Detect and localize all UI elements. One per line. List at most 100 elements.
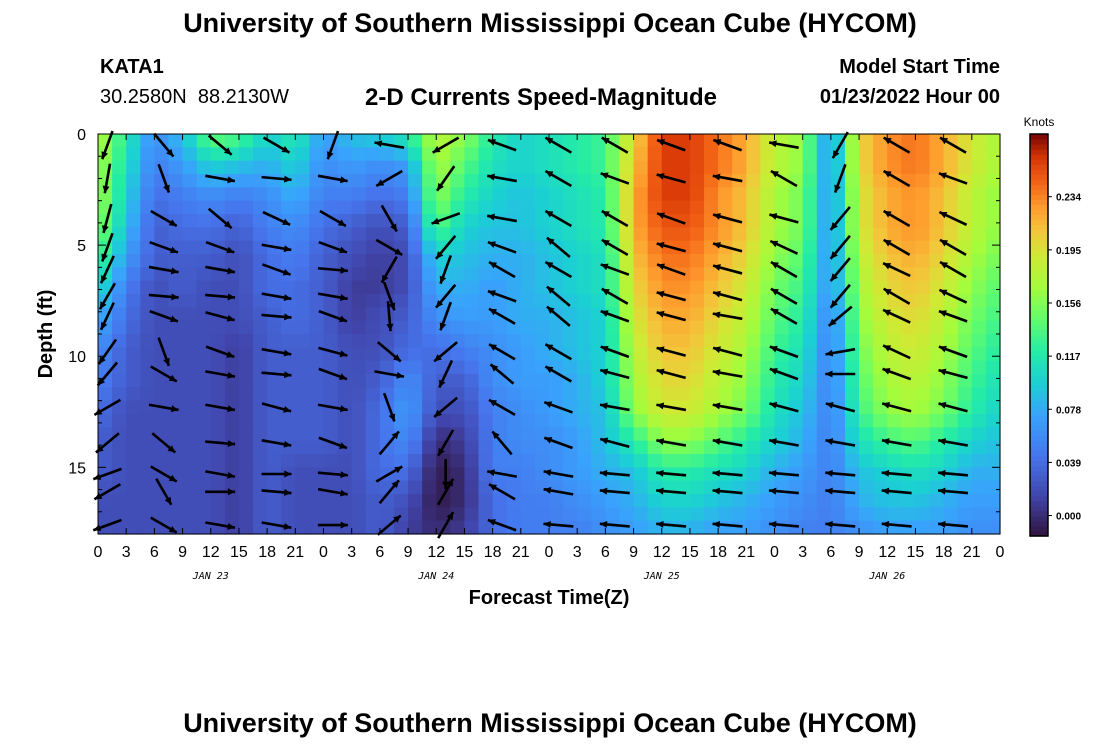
heatmap-cell [929, 427, 945, 442]
heatmap-cell [506, 187, 522, 202]
heatmap-cell [450, 427, 466, 442]
colorbar-band [1030, 254, 1048, 261]
heatmap-cell [520, 214, 536, 228]
heatmap-cell [295, 414, 311, 428]
heatmap-cell [971, 347, 987, 362]
arrow-head [388, 302, 396, 311]
heatmap-cell [788, 440, 804, 455]
heatmap-cell [337, 280, 353, 295]
current-arrow [326, 130, 340, 160]
heatmap-cell [732, 160, 747, 175]
current-arrow [488, 260, 516, 279]
x-tick-label: 9 [404, 544, 413, 561]
heatmap-cell [408, 267, 423, 282]
heatmap-cell [689, 467, 705, 482]
heatmap-cell [351, 187, 367, 202]
heatmap-cell [478, 307, 494, 322]
heatmap-cell [577, 160, 592, 175]
heatmap-cell [224, 320, 240, 335]
heatmap-cell [816, 427, 832, 442]
heatmap-cell [619, 414, 635, 428]
heatmap-cell [112, 494, 127, 508]
heatmap-cell [393, 294, 409, 308]
heatmap-cell [182, 494, 198, 508]
heatmap-cell [464, 427, 480, 442]
heatmap-cell [816, 307, 832, 322]
heatmap-cell [436, 200, 451, 215]
arrow-head [386, 323, 394, 332]
colorbar-band [1030, 395, 1048, 401]
heatmap-cell [506, 307, 522, 322]
heatmap-cell [788, 147, 804, 162]
current-arrow [600, 309, 630, 323]
current-arrow [881, 520, 912, 528]
heatmap-cell [774, 374, 790, 388]
current-arrow [829, 283, 851, 309]
current-arrow [601, 238, 629, 256]
arrow-head [939, 289, 948, 297]
arrow-head [544, 401, 553, 408]
x-tick-label: 21 [286, 544, 304, 561]
arrow-head [99, 301, 107, 310]
heatmap-cell [929, 454, 945, 468]
heatmap-cell [196, 294, 212, 308]
current-arrow [769, 213, 799, 224]
current-arrow [544, 260, 573, 279]
heatmap-cell [971, 427, 987, 442]
x-tick-label: 6 [826, 544, 835, 561]
colorbar-band [1030, 164, 1048, 170]
heatmap-cell [492, 414, 508, 428]
heatmap-cell [126, 454, 141, 468]
heatmap-cell [281, 427, 296, 442]
heatmap-cell [520, 520, 536, 535]
heatmap-cell [534, 320, 550, 335]
arrow-head [770, 240, 779, 248]
x-tick-label: 15 [230, 544, 248, 561]
current-arrow [768, 520, 799, 528]
current-arrow [261, 313, 292, 321]
current-arrow [656, 346, 686, 357]
heatmap-cell [112, 414, 127, 428]
current-arrow [318, 367, 348, 381]
heatmap-cell [112, 454, 127, 468]
current-arrow [600, 172, 630, 185]
heatmap-cell [605, 507, 621, 522]
arrow-head [381, 274, 389, 283]
heatmap-cell [591, 267, 606, 282]
heatmap-cell [309, 294, 325, 308]
heatmap-cell [957, 307, 973, 322]
current-arrow [375, 465, 403, 483]
heatmap-cell [605, 334, 621, 348]
heatmap-cell [887, 160, 902, 175]
current-arrow [937, 469, 969, 477]
current-arrow [207, 134, 233, 156]
current-arrow [937, 487, 969, 495]
heatmap-cell [393, 187, 409, 202]
heatmap-cell [492, 160, 508, 175]
heatmap-cell [901, 160, 917, 175]
colorbar-band [1030, 460, 1048, 467]
heatmap-cell [154, 320, 170, 335]
heatmap-cell [802, 280, 818, 295]
heatmap-cell [337, 227, 353, 242]
heatmap-cell [718, 507, 733, 522]
colorbar-band [1030, 470, 1048, 477]
heatmap-cell [985, 334, 1001, 348]
heatmap-cell [379, 160, 395, 175]
heatmap-cell [210, 387, 226, 402]
heatmap-cell [689, 414, 705, 428]
arrow-head [938, 345, 947, 353]
heatmap-cell [323, 387, 339, 402]
heatmap-cell [309, 134, 325, 148]
heatmap-cell [168, 360, 184, 375]
arrow-head [102, 225, 109, 233]
heatmap-cell [816, 294, 832, 308]
heatmap-cell [873, 227, 888, 242]
heatmap-cell [971, 387, 987, 402]
heatmap-cell [309, 214, 325, 228]
heatmap-cell [520, 374, 536, 388]
current-arrow [148, 403, 179, 413]
x-tick-label: 18 [258, 544, 276, 561]
arrow-head [938, 401, 947, 409]
heatmap-cell [196, 334, 212, 348]
